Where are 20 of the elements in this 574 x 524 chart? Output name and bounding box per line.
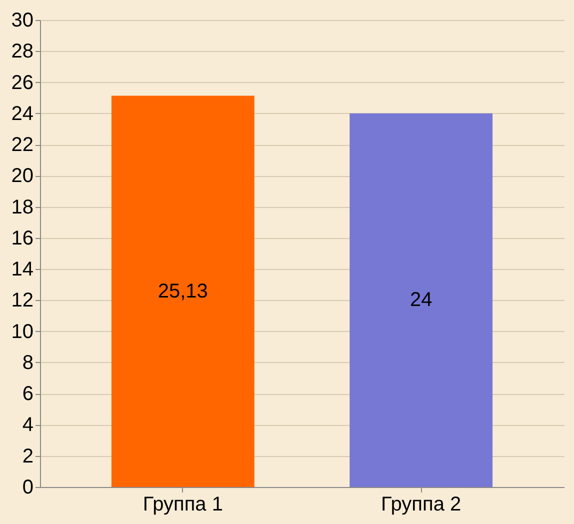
y-tick-label: 28 [11,40,34,63]
y-tick-label: 10 [11,320,34,343]
x-tick-label: Группа 1 [142,494,223,516]
data-label: 24 [410,289,432,312]
y-tick-label: 24 [11,102,34,125]
y-tick-label: 14 [11,258,34,281]
y-tick-label: 30 [11,10,34,32]
y-tick-label: 8 [22,352,34,374]
y-tick-label: 2 [22,445,34,468]
y-tick-label: 16 [11,227,34,250]
y-tick-label: 6 [22,383,34,406]
y-tick-label: 20 [11,165,34,188]
y-tick-label: 12 [11,290,34,312]
data-label: 25,13 [158,280,208,302]
y-tick-label: 0 [22,476,34,498]
x-tick-label: Группа 2 [381,494,462,516]
y-tick-label: 4 [22,414,34,436]
y-tick-label: 22 [11,134,34,156]
y-tick-label: 18 [11,196,34,218]
y-tick-label: 26 [11,72,34,94]
